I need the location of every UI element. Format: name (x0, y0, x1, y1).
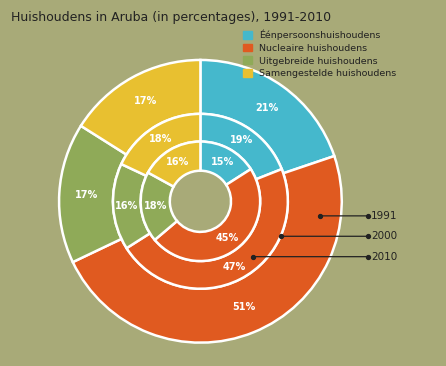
Text: 1991: 1991 (320, 211, 397, 221)
Wedge shape (200, 142, 251, 185)
Wedge shape (113, 164, 150, 248)
Text: 19%: 19% (230, 135, 253, 145)
Text: 51%: 51% (232, 302, 255, 312)
Wedge shape (127, 169, 288, 289)
Text: 16%: 16% (116, 201, 139, 211)
Text: Huishoudens in Aruba (in percentages), 1991-2010: Huishoudens in Aruba (in percentages), 1… (11, 11, 331, 24)
Text: 18%: 18% (144, 201, 167, 211)
Wedge shape (73, 156, 342, 343)
Text: 15%: 15% (211, 157, 234, 167)
Wedge shape (59, 126, 127, 262)
Text: 17%: 17% (74, 190, 98, 199)
Text: 17%: 17% (133, 96, 157, 106)
Text: 47%: 47% (222, 262, 245, 272)
Text: 2000: 2000 (281, 231, 397, 241)
Text: 16%: 16% (166, 157, 189, 167)
Wedge shape (200, 60, 334, 173)
Text: 18%: 18% (149, 134, 173, 144)
Legend: Éénpersoonshuishoudens, Nucleaire huishoudens, Uitgebreide huishoudens, Samenges: Éénpersoonshuishoudens, Nucleaire huisho… (243, 30, 396, 78)
Wedge shape (121, 114, 200, 176)
Text: 21%: 21% (256, 103, 279, 113)
Wedge shape (148, 142, 200, 187)
Text: 2010: 2010 (253, 252, 397, 262)
Wedge shape (81, 60, 200, 154)
Wedge shape (155, 169, 260, 261)
Wedge shape (200, 114, 282, 179)
Text: 45%: 45% (215, 233, 239, 243)
Wedge shape (140, 173, 177, 240)
